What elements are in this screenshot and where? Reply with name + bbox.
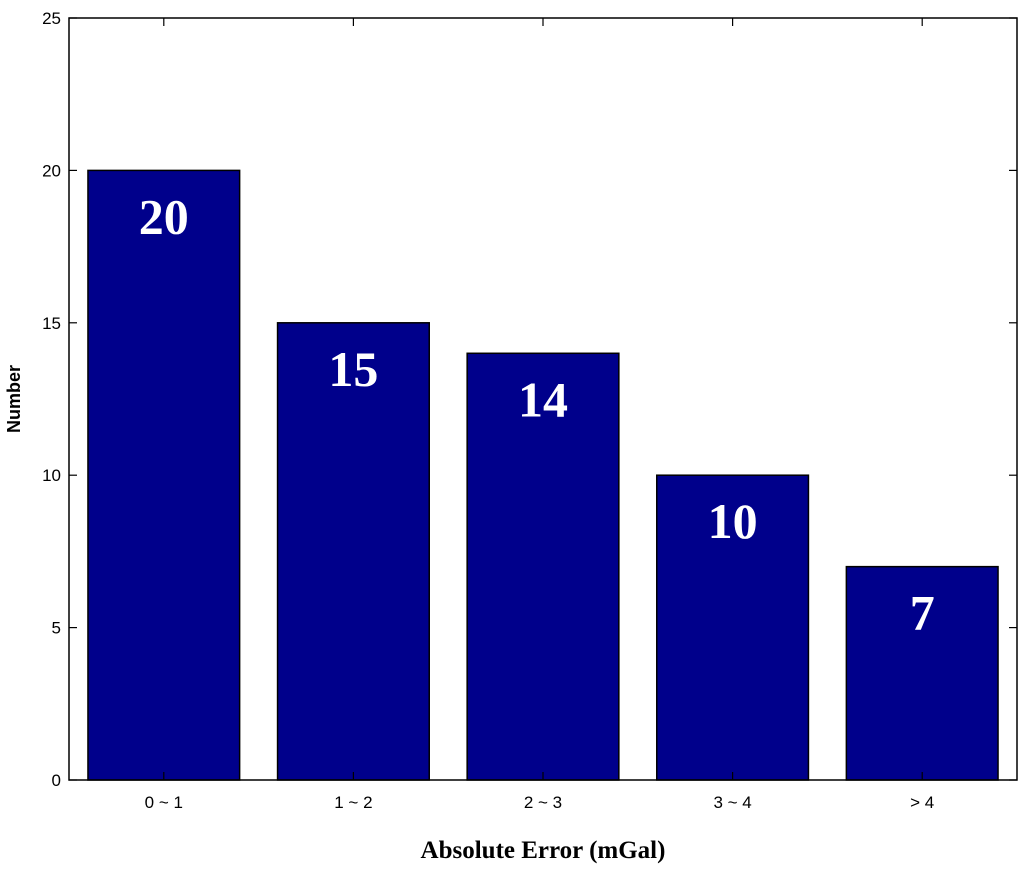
bar-2 — [466, 352, 620, 781]
x-axis-label: Absolute Error (mGal) — [421, 837, 666, 864]
y-tick-label-5: 25 — [42, 9, 61, 28]
data-label-3: 10 — [708, 493, 758, 549]
x-tick-label-0: 0 ~ 1 — [145, 793, 183, 812]
y-tick-label-3: 15 — [42, 314, 61, 333]
y-tick-label-0: 0 — [52, 771, 61, 790]
x-tick-label-1: 1 ~ 2 — [334, 793, 372, 812]
data-label-4: 7 — [910, 585, 935, 641]
data-label-2: 14 — [518, 371, 568, 427]
x-tick-label-4: > 4 — [910, 793, 934, 812]
bars-group — [87, 169, 999, 781]
bar-1 — [276, 322, 430, 781]
data-labels-group: 20 15 14 10 7 — [139, 188, 935, 640]
bar-3 — [656, 474, 810, 781]
bar-0 — [87, 169, 241, 781]
y-axis-label: Number — [4, 365, 24, 433]
x-tick-label-2: 2 ~ 3 — [524, 793, 562, 812]
y-tick-label-2: 10 — [42, 466, 61, 485]
x-tick-label-3: 3 ~ 4 — [713, 793, 751, 812]
data-label-1: 15 — [328, 341, 378, 397]
y-ticks-group: 0 5 10 15 20 25 — [42, 9, 1017, 790]
y-tick-label-1: 5 — [52, 619, 61, 638]
y-tick-label-4: 20 — [42, 161, 61, 180]
x-ticks-group: 0 ~ 1 1 ~ 2 2 ~ 3 3 ~ 4 > 4 — [145, 18, 934, 812]
data-label-0: 20 — [139, 188, 189, 244]
